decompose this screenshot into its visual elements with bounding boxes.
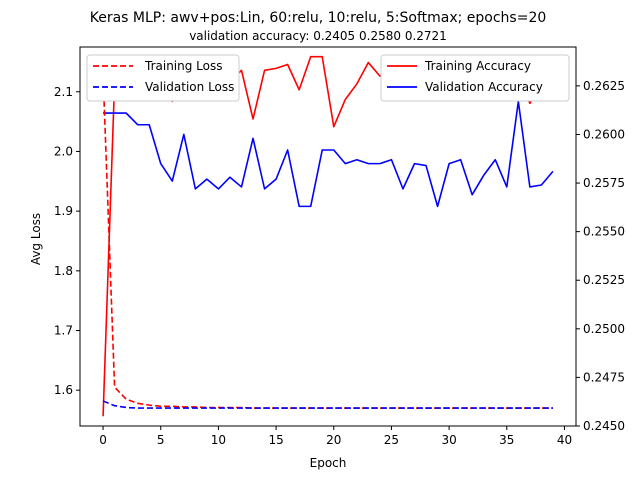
y-right-tick-label: 0.2525 — [583, 273, 625, 287]
plot-area: 0 5 10 15 20 25 30 35 40 1.6 1.7 1.8 1.9 2.0 2.1 0.2450… — [54, 46, 625, 447]
x-tick-label: 25 — [384, 433, 399, 447]
x-tick-label: 5 — [157, 433, 165, 447]
y-right-tick-label: 0.2500 — [583, 322, 625, 336]
y-left-tick-label: 1.7 — [54, 324, 73, 338]
legend-right: Training Accuracy Validation Accuracy — [380, 54, 570, 102]
legend-left: Training Loss Validation Loss — [86, 54, 240, 102]
y-left-tick-label: 1.6 — [54, 383, 73, 397]
validation-loss-line — [102, 400, 553, 409]
chart-subtitle: validation accuracy: 0.2405 0.2580 0.272… — [189, 29, 447, 43]
validation-accuracy-line — [103, 100, 554, 208]
y-right-tick-label: 0.2575 — [583, 176, 625, 190]
y-right-tick-label: 0.2475 — [583, 370, 625, 384]
y-axis-left-label: Avg Loss — [29, 213, 43, 265]
x-axis-label: Epoch — [310, 456, 347, 470]
y-left-tick-label: 1.8 — [54, 264, 73, 278]
x-tick-label: 30 — [441, 433, 456, 447]
legend-training-loss-label: Training Loss — [144, 59, 222, 73]
legend-training-accuracy-label: Training Accuracy — [424, 59, 531, 73]
legend-validation-accuracy-label: Validation Accuracy — [425, 80, 543, 94]
y-right-tick-label: 0.2625 — [583, 79, 625, 93]
y-left-tick-label: 1.9 — [54, 204, 73, 218]
chart-title: Keras MLP: awv+pos:Lin, 60:relu, 10:relu… — [90, 10, 547, 26]
y-right-tick-label: 0.2600 — [583, 127, 625, 141]
plot-frame — [79, 46, 577, 427]
y-left-tick-label: 2.1 — [54, 85, 73, 99]
x-tick-label: 40 — [557, 433, 572, 447]
x-tick-label: 0 — [99, 433, 107, 447]
y-right-tick-label: 0.2450 — [583, 419, 625, 433]
legend-validation-loss-label: Validation Loss — [145, 80, 234, 94]
x-tick-label: 15 — [268, 433, 283, 447]
x-tick-label: 20 — [326, 433, 341, 447]
y-left-tick-label: 2.0 — [54, 144, 73, 158]
x-tick-label: 10 — [211, 433, 226, 447]
x-tick-label: 35 — [499, 433, 514, 447]
y-right-tick-label: 0.2550 — [583, 225, 625, 239]
